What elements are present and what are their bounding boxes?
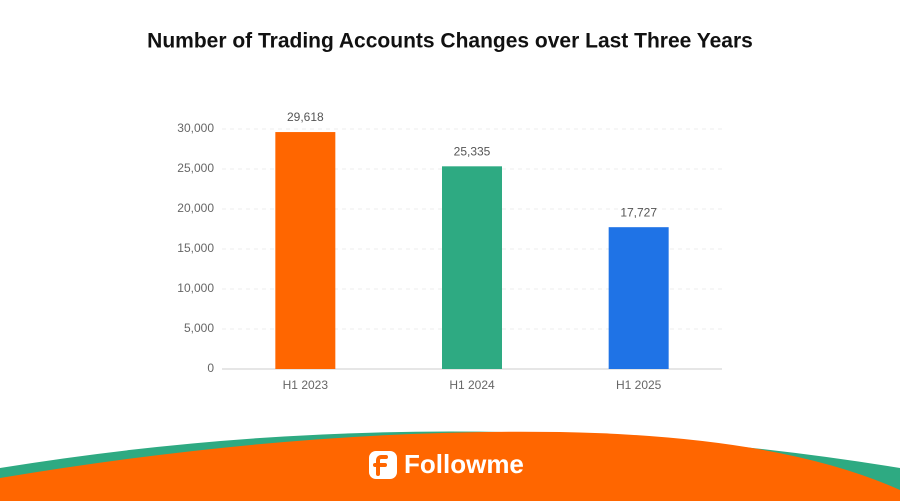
y-tick-label: 5,000 — [184, 321, 214, 335]
brand-icon-glyph — [373, 455, 388, 476]
x-tick-label: H1 2023 — [283, 378, 329, 392]
y-tick-label: 10,000 — [177, 281, 214, 295]
y-tick-label: 15,000 — [177, 241, 214, 255]
y-tick-label: 25,000 — [177, 161, 214, 175]
value-label: 17,727 — [620, 205, 657, 219]
x-tick-label: H1 2025 — [616, 378, 662, 392]
chart-title: Number of Trading Accounts Changes over … — [147, 30, 753, 53]
x-tick-label: H1 2024 — [449, 378, 495, 392]
bar — [442, 166, 502, 369]
value-label: 29,618 — [287, 110, 324, 124]
footer-wave-orange — [0, 431, 900, 501]
y-tick-label: 30,000 — [177, 121, 214, 135]
brand-name: Followme — [404, 449, 524, 479]
y-tick-label: 20,000 — [177, 201, 214, 215]
value-label: 25,335 — [454, 144, 491, 158]
bar — [275, 132, 336, 369]
plot-area: 0 5,000 10,000 15,000 20,000 25,000 30,000 H1 2… — [177, 110, 722, 392]
footer: Followme — [0, 431, 900, 501]
bar — [608, 227, 669, 369]
y-tick-label: 0 — [207, 361, 214, 375]
